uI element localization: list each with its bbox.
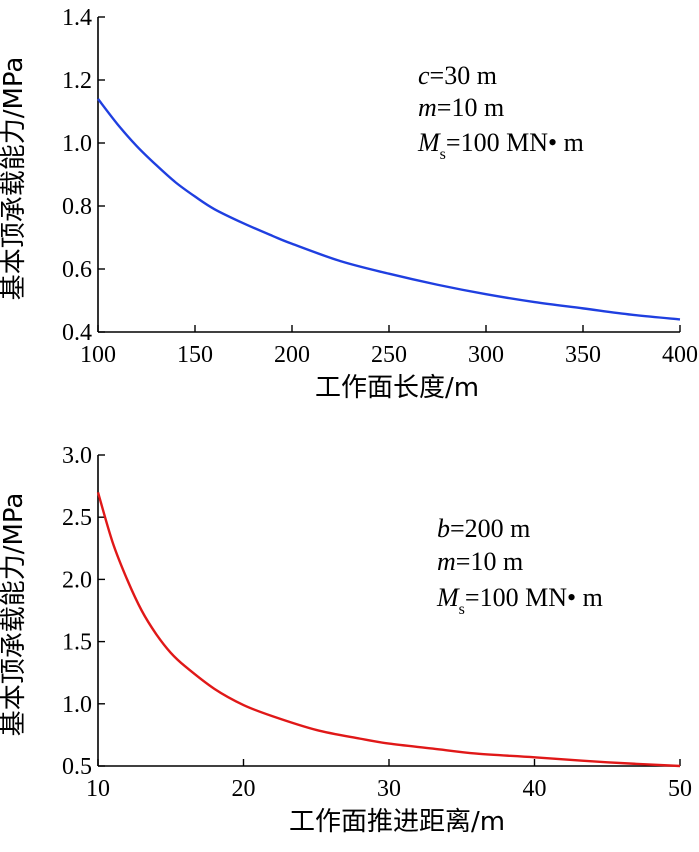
y-tick-label: 2.0 [62, 567, 92, 593]
annotation-var: M [436, 583, 460, 612]
annotation-var: M [417, 128, 441, 157]
x-tick-label: 10 [86, 776, 110, 802]
series-line [96, 491, 681, 768]
annotation-text: =100 MN• m [446, 128, 584, 157]
chart-2: 0.5 1.0 1.5 2.0 2.5 3.0 10 20 30 40 50 工作面推进距离/m 基本顶… [0, 443, 692, 837]
annotation-line: Ms=100 MN• m [417, 128, 584, 163]
y-tick-label: 0.6 [62, 257, 92, 283]
x-tick-label: 200 [274, 342, 310, 368]
y-tick-label: 1.0 [62, 692, 92, 718]
annotation-var: m [418, 93, 437, 122]
annotation-text: =100 MN• m [465, 583, 603, 612]
annotation-text: =10 m [437, 93, 504, 122]
y-axis-label: 基本顶承载能力/MPa [0, 493, 29, 737]
x-tick-label: 250 [371, 342, 407, 368]
y-tick-label: 1.0 [62, 131, 92, 157]
annotation-sub: s [459, 601, 465, 618]
x-tick-label: 300 [468, 342, 504, 368]
x-tick-label: 400 [662, 342, 698, 368]
y-tick-label: 2.5 [62, 505, 92, 531]
y-tick-label: 1.2 [62, 68, 92, 94]
y-tick-label: 0.4 [62, 320, 92, 346]
x-tick-label: 150 [177, 342, 213, 368]
x-axis-label: 工作面推进距离/m [289, 807, 505, 837]
annotation-line: Ms=100 MN• m [436, 583, 603, 618]
x-tick-label: 30 [377, 776, 401, 802]
y-tick-label: 0.8 [62, 194, 92, 220]
series-line [97, 98, 681, 321]
y-tick-label: 0.5 [62, 754, 92, 780]
x-tick-label: 40 [523, 776, 547, 802]
x-tick-label: 20 [232, 776, 256, 802]
annotation-text: =30 m [430, 61, 497, 90]
chart-1: 0.4 0.6 0.8 1.0 1.2 1.4 100 150 200 250 300 350 400 工… [0, 5, 698, 403]
y-axis-label: 基本顶承载能力/MPa [0, 57, 29, 301]
annotation-var: c [418, 61, 430, 90]
y-tick-label: 1.4 [62, 5, 92, 31]
annotation-sub: s [440, 146, 446, 163]
x-tick-label: 100 [80, 342, 116, 368]
y-tick-label: 1.5 [62, 630, 92, 656]
annotation-line: c=30 m [418, 61, 497, 90]
x-axis-label: 工作面长度/m [315, 373, 479, 403]
y-tick-label: 3.0 [62, 443, 92, 469]
annotation-line: m=10 m [437, 547, 523, 576]
annotation-line: m=10 m [418, 93, 504, 122]
annotation-var: m [437, 547, 456, 576]
x-tick-label: 350 [565, 342, 601, 368]
annotation-line: b=200 m [437, 514, 530, 543]
annotation-text: =200 m [450, 514, 530, 543]
x-tick-label: 50 [668, 776, 692, 802]
annotation-text: =10 m [456, 547, 523, 576]
annotation-var: b [437, 514, 450, 543]
